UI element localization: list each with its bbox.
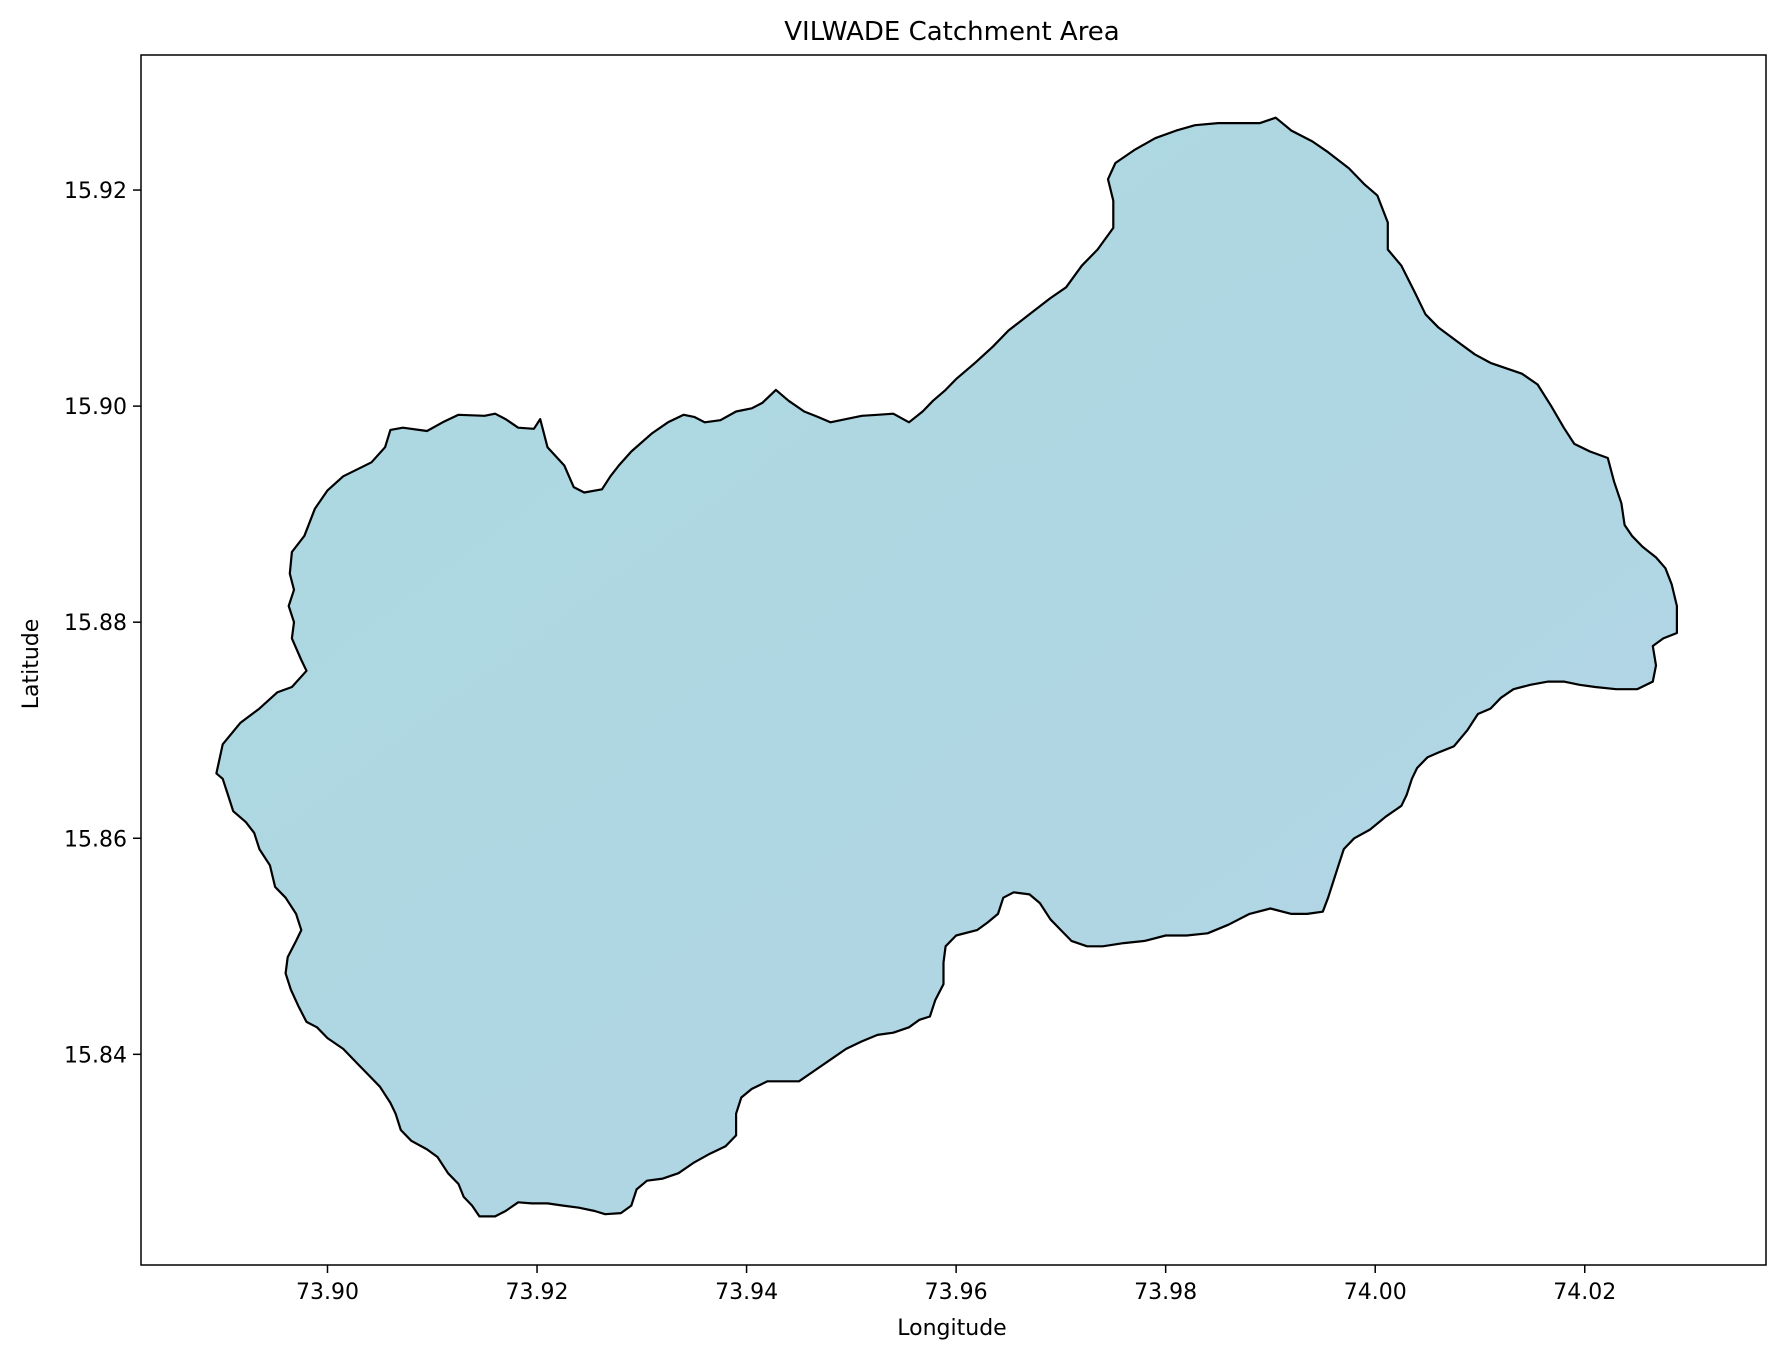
- y-tick-label: 15.86: [64, 827, 127, 852]
- x-tick-label: 73.96: [925, 1280, 988, 1305]
- x-axis-label: Longitude: [897, 1316, 1006, 1341]
- x-tick-label: 73.90: [296, 1280, 359, 1305]
- x-tick-label: 73.94: [715, 1280, 778, 1305]
- y-tick-label: 15.88: [64, 611, 127, 636]
- y-axis: 15.84 15.86 15.88 15.90 15.92: [64, 179, 141, 1068]
- y-axis-label: Latitude: [19, 619, 44, 710]
- x-tick-label: 74.02: [1553, 1280, 1616, 1305]
- y-tick-label: 15.90: [64, 395, 127, 420]
- y-tick-label: 15.92: [64, 179, 127, 204]
- plot-frame: [140, 54, 1767, 1266]
- catchment-polygon: [215, 116, 1678, 1218]
- x-tick-label: 73.98: [1134, 1280, 1197, 1305]
- x-tick-label: 74.00: [1344, 1280, 1407, 1305]
- x-axis: 73.90 73.92 73.94 73.96 73.98 74.00 74.02: [296, 1265, 1616, 1305]
- x-tick-label: 73.92: [506, 1280, 569, 1305]
- chart-title: VILWADE Catchment Area: [784, 17, 1120, 47]
- y-tick-label: 15.84: [64, 1043, 127, 1068]
